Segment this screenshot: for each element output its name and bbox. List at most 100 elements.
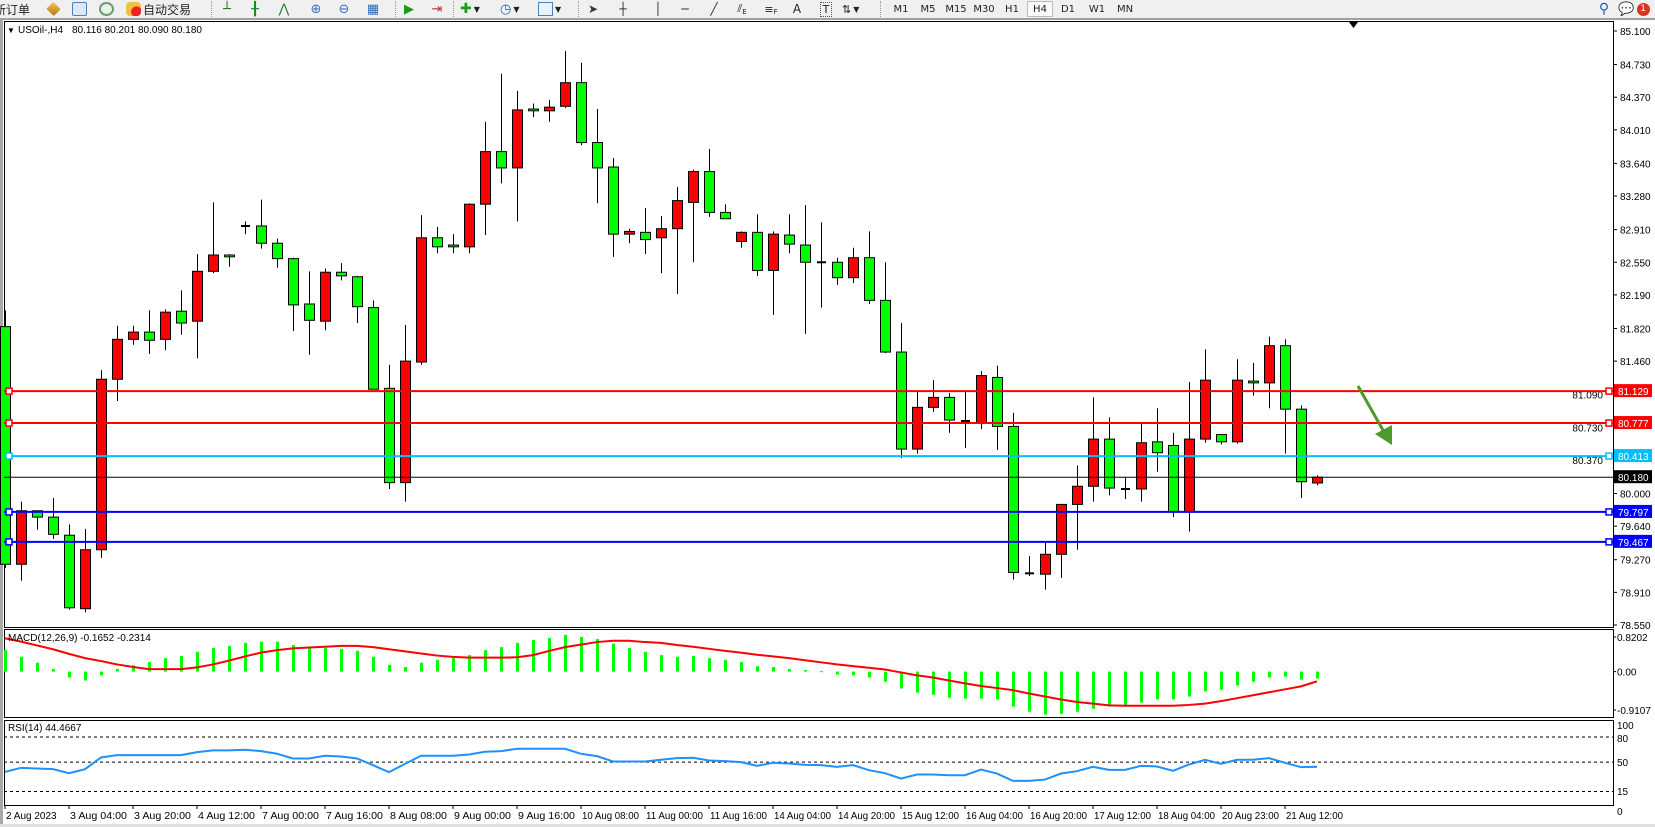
bar-chart-button[interactable]: ┴ (219, 1, 235, 17)
macd-histogram-bar (1268, 671, 1271, 678)
timeframe-m15[interactable]: M15 (945, 3, 967, 15)
autotrading-button[interactable]: 自动交易 (126, 1, 191, 17)
signals-button[interactable] (99, 1, 114, 17)
timeframe-h4[interactable]: H4 (1027, 1, 1053, 17)
level-handle[interactable] (5, 419, 13, 427)
candle-body-bull (416, 237, 427, 363)
candle-body-bull (768, 233, 779, 271)
level-handle[interactable] (1605, 508, 1613, 516)
auto-scroll-button[interactable]: ▶ (401, 1, 417, 17)
candle (256, 199, 267, 249)
text-button[interactable]: A (790, 1, 804, 17)
market-watch-button[interactable] (46, 1, 61, 17)
candle-body-bull (1232, 379, 1243, 443)
candle (688, 169, 699, 263)
time-tick-label: 14 Aug 04:00 (774, 811, 831, 822)
arrow-shaft (1356, 385, 1386, 433)
candle-body-bear (432, 237, 443, 248)
line-chart-icon: ⋀ (278, 1, 290, 17)
arrows-button[interactable]: ⇅ ▼ (842, 1, 859, 17)
macd-histogram-bar (20, 656, 23, 672)
tile-windows-button[interactable]: ▦ (365, 1, 381, 17)
level-handle[interactable] (5, 538, 13, 546)
line-chart-button[interactable]: ⋀ (276, 1, 292, 17)
notification-badge: 1 (1636, 2, 1650, 16)
notifications-button[interactable]: 💬 1 (1616, 1, 1652, 17)
data-window-button[interactable] (72, 1, 87, 17)
trendline-icon: ╱ (710, 2, 718, 16)
timeframe-d1[interactable]: D1 (1060, 3, 1076, 15)
text-label-button[interactable]: T (818, 1, 834, 17)
level-handle[interactable] (5, 452, 13, 460)
timeframe-m1[interactable]: M1 (893, 3, 909, 15)
level-handle[interactable] (5, 508, 13, 516)
timeframe-mn[interactable]: MN (1116, 3, 1134, 15)
candle-body-bear (272, 242, 283, 260)
candle (352, 275, 363, 324)
arrow-annotation[interactable] (1356, 385, 1392, 445)
level-handle[interactable] (1605, 538, 1613, 546)
level-handle[interactable] (1605, 419, 1613, 427)
candle (1008, 412, 1019, 580)
text-icon: A (792, 2, 802, 16)
macd-histogram-bar (660, 655, 663, 672)
horizontal-line-button[interactable]: ─ (677, 1, 693, 17)
candlestick-button[interactable]: ╂ (247, 1, 263, 17)
price-tick-label: 80.370 (1572, 456, 1603, 467)
level-handle[interactable] (1605, 387, 1613, 395)
time-tick-label: 2 Aug 2023 (6, 811, 57, 822)
price-tick-label: 81.090 (1572, 391, 1603, 402)
candle (272, 238, 283, 268)
fibo-channel-button[interactable]: ⫽ E (733, 1, 751, 17)
level-price-label: 80.777 (1618, 419, 1649, 430)
vertical-line-button[interactable]: │ (650, 1, 666, 17)
rsi-axis-label: 100 (1617, 721, 1634, 732)
zoom-out-button[interactable]: ⊖ (336, 1, 352, 17)
level-line-current[interactable]: 80.180 (4, 470, 1652, 484)
timeframe-w1[interactable]: W1 (1088, 3, 1106, 15)
level-handle[interactable] (1605, 452, 1613, 460)
level-line-resistance[interactable]: 80.777 (4, 416, 1652, 430)
candle-body-bull (1088, 438, 1099, 487)
chart-shift-button[interactable]: ⇥ (429, 1, 445, 17)
crosshair-button[interactable]: ┼ (615, 1, 631, 17)
timeframe-m30[interactable]: M30 (973, 3, 995, 15)
timeframe-h1[interactable]: H1 (1005, 3, 1019, 15)
zoom-in-button[interactable]: ⊕ (308, 1, 324, 17)
fibo-channel-icon: ⫽ (737, 2, 743, 15)
price-tick-label: 85.100 (1620, 27, 1651, 38)
new-order-button[interactable]: 新订单 (0, 1, 30, 17)
macd-histogram-bar (596, 639, 599, 672)
price-tick-label: 82.550 (1620, 258, 1651, 269)
level-line-support[interactable]: 79.467 (4, 534, 1652, 549)
search-button[interactable]: ⚲ (1596, 1, 1612, 17)
fibo-retracement-button[interactable]: ≡ F (762, 1, 780, 17)
candle-body-bear (496, 151, 507, 169)
chart-shift-marker-icon[interactable] (1349, 22, 1358, 28)
templates-button[interactable]: ▼ (538, 1, 561, 17)
candle-body-bull (128, 331, 139, 340)
trendline-button[interactable]: ╱ (706, 1, 722, 17)
indicators-button[interactable]: ✚ ▼ (460, 1, 480, 17)
macd-histogram-bar (436, 659, 439, 672)
periods-button[interactable]: ◷ ▼ (500, 1, 520, 17)
text-label-icon: T (819, 1, 833, 17)
macd-histogram-bar (628, 647, 631, 672)
candle (928, 380, 939, 412)
dropdown-arrow-icon: ▼ (853, 4, 860, 14)
level-line-pivot[interactable]: 80.413 (4, 449, 1652, 463)
time-axis[interactable]: 2 Aug 2023 3 Aug 04:00 3 Aug 20:00 4 Aug 12… (4, 805, 1343, 822)
candle-body-bull (912, 406, 923, 450)
cursor-button[interactable]: ➤ (585, 1, 601, 17)
level-line-resistance[interactable]: 81.129 (4, 384, 1652, 398)
candle-body-bear (896, 351, 907, 450)
timeframe-m5[interactable]: M5 (920, 3, 936, 15)
candle-body-bear (384, 387, 395, 484)
zoom-in-icon: ⊕ (310, 1, 322, 17)
candle (576, 62, 587, 146)
level-line-support[interactable]: 79.797 (4, 504, 1652, 519)
candle (224, 254, 235, 267)
candle (800, 205, 811, 334)
candle (1296, 405, 1307, 499)
level-handle[interactable] (5, 387, 13, 395)
